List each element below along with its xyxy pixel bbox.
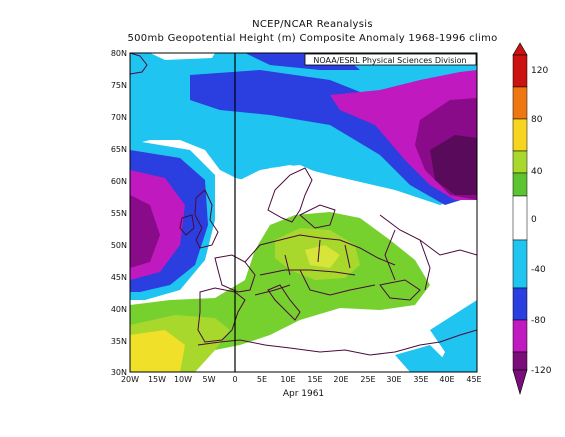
lat-tick-label: 50N [111,241,127,250]
colorbar-label: 120 [531,66,548,76]
lat-tick-label: 55N [111,209,127,218]
lon-tick-label: 5E [257,375,267,384]
colorbar-swatch [512,118,528,152]
coastline-france [214,254,256,293]
negative-anomaly-east-deep [430,135,477,195]
lon-tick-label: 20E [333,375,348,384]
coastlines [130,53,477,356]
white-top-strip [150,53,215,60]
contour-fields [130,53,477,372]
lon-tick-label: 30E [386,375,401,384]
coastline-scandinavia [267,167,313,223]
coastline-iberia [197,287,246,343]
colorbar-swatch [512,86,528,120]
colorbar: 120 80 40 0 -40 -80 -120 [512,42,552,396]
negative-anomaly-north-blue [190,70,477,205]
colorbar-swatch [512,287,528,321]
lat-tick-label: 70N [111,113,127,122]
negative-anomaly-southeast-strip [395,345,445,372]
lon-tick-label: 15E [307,375,322,384]
x-axis-title: Apr 1961 [282,389,325,399]
colorbar-swatch [512,319,528,353]
plot-subtitle: 500mb Geopotential Height (m) Composite … [127,33,498,44]
coastline-ireland [179,214,195,236]
lat-tick-label: 75N [111,81,127,90]
positive-anomaly-maximum-north [305,245,340,268]
lon-tick-label: 25E [360,375,375,384]
credit-box [304,53,477,66]
coastline-north-africa [197,329,477,356]
colorbar-label: -40 [531,265,546,275]
colorbar-label: -120 [531,366,552,376]
colorbar-swatch [512,195,528,241]
credit-text: NOAA/ESRL Physical Sciences Division [313,56,466,65]
border-lines-east [379,214,477,291]
negative-anomaly-west-core [130,195,160,268]
lon-tick-label: 45E [466,375,481,384]
colorbar-label: -80 [531,316,546,326]
plot-title: NCEP/NCAR Reanalysis [252,19,373,30]
negative-anomaly-southeast [430,300,477,372]
lat-tick-label: 80N [111,49,127,58]
lat-tick-label: 40N [111,305,127,314]
lat-tick-label: 30N [111,368,127,377]
positive-anomaly-maximum-south [130,330,185,372]
colorbar-label: 0 [531,215,537,225]
lon-tick-label: 20W [121,375,139,384]
colorbar-top-arrow [512,42,528,56]
lon-tick-label: 15W [148,375,166,384]
lon-tick-label: 5W [203,375,216,384]
colorbar-swatch [512,239,528,289]
coastline-greenland [130,53,148,75]
colorbar-swatch [512,172,528,197]
colorbar-bottom-arrow [512,369,528,396]
coastline-british-isles [194,189,219,249]
latitude-axis: 80N 75N 70N 65N 60N 55N 50N 45N 40N 35N … [111,49,127,377]
lon-tick-label: 10W [174,375,192,384]
lon-tick-label: 10E [280,375,295,384]
map-frame [129,52,478,373]
lat-tick-label: 35N [111,337,127,346]
border-lines-europe [244,234,396,296]
lat-tick-label: 65N [111,145,127,154]
colorbar-swatch [512,150,528,174]
longitude-axis: 20W 15W 10W 5W 0 5E 10E 15E 20E 25E 30E … [121,375,482,384]
colorbar-swatch [512,351,528,371]
coastline-baltic [299,204,336,229]
coastline-black-sea [379,279,421,301]
colorbar-label: 40 [531,167,543,177]
lon-tick-label: 35E [413,375,428,384]
lon-tick-label: 40E [439,375,454,384]
lat-tick-label: 45N [111,273,127,282]
colorbar-label: 80 [531,115,543,125]
lat-tick-label: 60N [111,177,127,186]
colorbar-swatch [512,54,528,88]
lon-tick-label: 0 [232,375,237,384]
